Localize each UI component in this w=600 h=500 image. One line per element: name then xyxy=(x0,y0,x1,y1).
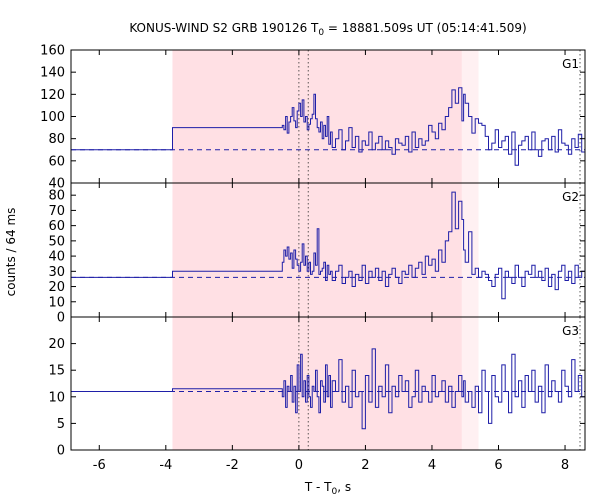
y-tick-label: 20 xyxy=(48,337,65,352)
x-tick-label: -6 xyxy=(93,458,106,473)
y-tick-label: 60 xyxy=(48,219,65,234)
panel-g3: 0 5 10 15 20 G3 xyxy=(48,316,586,459)
series-line-g1 xyxy=(71,87,585,166)
y-tick-label: 0 xyxy=(57,311,65,326)
series-line-g2 xyxy=(71,191,585,300)
x-tick-label: -4 xyxy=(159,458,172,473)
x-tick-label: 4 xyxy=(428,458,436,473)
y-tick-label: 120 xyxy=(40,88,65,103)
y-tick-label: 160 xyxy=(40,44,65,59)
panel-label: G2 xyxy=(562,190,579,204)
x-axis-label-subscript: 0 xyxy=(332,487,338,497)
x-axis-label: T - T0, s xyxy=(304,480,351,497)
x-tick-label: -2 xyxy=(226,458,239,473)
x-axis-label-main: T - T xyxy=(304,480,332,494)
y-tick-label: 10 xyxy=(48,390,65,405)
panel-label: G1 xyxy=(562,57,579,71)
y-tick-label: 5 xyxy=(57,417,65,432)
y-tick-label: 50 xyxy=(48,234,65,249)
x-axis-label-rest: , s xyxy=(337,480,351,494)
panel-frame xyxy=(70,316,586,451)
x-tick-label: 6 xyxy=(494,458,502,473)
panel-g1: 40 60 80 100 120 140 160 G1 xyxy=(40,44,586,192)
x-tick-label: 8 xyxy=(561,458,569,473)
y-tick-label: 80 xyxy=(48,189,65,204)
y-tick-label: 40 xyxy=(48,250,65,265)
x-tick-label: 2 xyxy=(361,458,369,473)
y-axis-label: counts / 64 ms xyxy=(4,208,18,297)
chart-title: KONUS-WIND S2 GRB 190126 T0 = 18881.509s… xyxy=(129,21,526,38)
chart-title-subscript: 0 xyxy=(318,28,324,38)
shaded-region-1 xyxy=(461,50,479,450)
y-tick-label: 10 xyxy=(48,295,65,310)
y-tick-label: 40 xyxy=(48,177,65,192)
y-tick-label: 70 xyxy=(48,204,65,219)
series-line-g3 xyxy=(71,348,585,430)
y-tick-label: 20 xyxy=(48,280,65,295)
chart-title-main: KONUS-WIND S2 GRB 190126 T xyxy=(129,21,319,35)
panel-label: G3 xyxy=(562,324,579,338)
chart-title-rest: = 18881.509s UT (05:14:41.509) xyxy=(324,21,527,35)
y-tick-label: 80 xyxy=(48,132,65,147)
y-tick-label: 30 xyxy=(48,265,65,280)
y-tick-label: 15 xyxy=(48,364,65,379)
y-tick-label: 60 xyxy=(48,154,65,169)
y-tick-label: 100 xyxy=(40,110,65,125)
y-tick-label: 140 xyxy=(40,66,65,81)
x-tick-label: 0 xyxy=(295,458,303,473)
y-tick-label: 0 xyxy=(57,444,65,459)
